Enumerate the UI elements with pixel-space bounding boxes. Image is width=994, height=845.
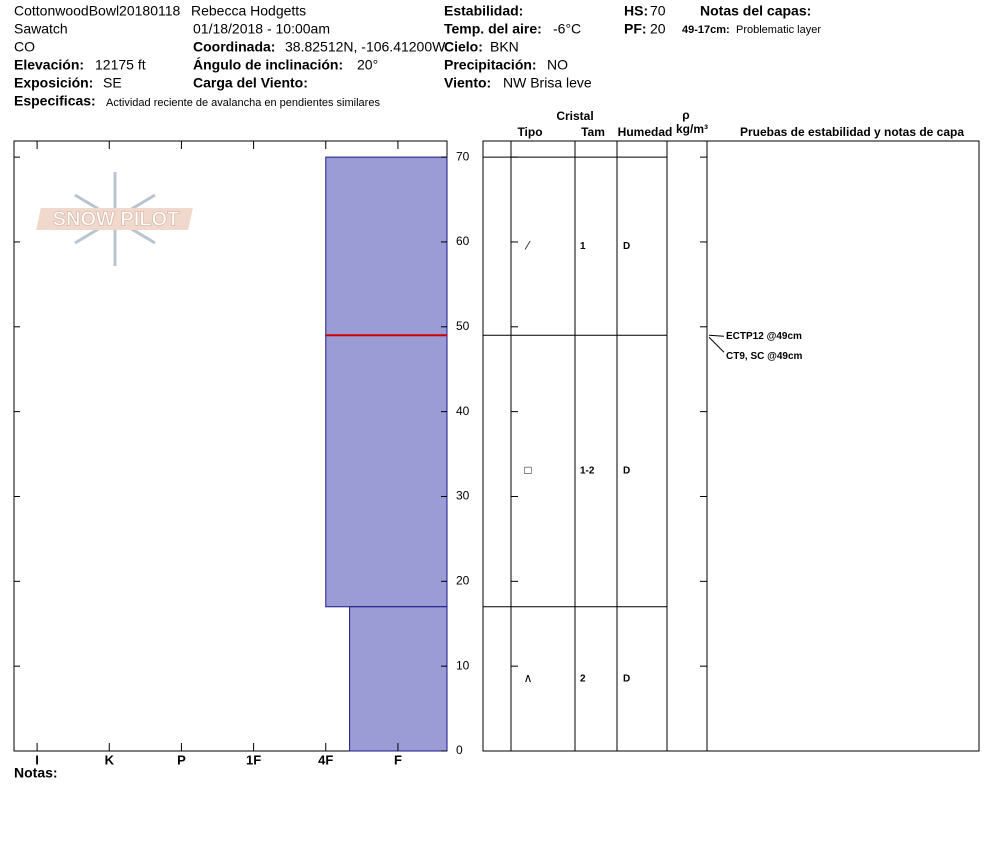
tests-header: Pruebas de estabilidad y notas de capa [740, 125, 964, 139]
layer-note: Problematic layer [736, 24, 821, 36]
y-tick-label: 10 [456, 658, 470, 672]
hs-label: HS: [624, 3, 648, 19]
size-header: Tam [581, 125, 605, 139]
test-arrow [708, 336, 725, 353]
moisture: D [623, 466, 630, 477]
x-tick-label: 1F [246, 752, 261, 767]
x-tick-label: I [35, 752, 39, 767]
wind-load-label: Carga del Viento: [193, 75, 308, 91]
pf-label: PF: [624, 21, 647, 37]
sky: BKN [490, 39, 519, 55]
range: Sawatch [14, 21, 68, 37]
x-tick-label: F [394, 752, 402, 767]
wind: NW Brisa leve [503, 75, 592, 91]
elev: 12175 ft [95, 57, 146, 73]
grain-size: 1-2 [580, 466, 595, 477]
aspect: SE [103, 75, 122, 91]
type-header: Tipo [517, 125, 542, 139]
y-tick-label: 40 [456, 404, 470, 418]
slope: 20° [357, 57, 378, 73]
y-tick-label: 30 [456, 489, 470, 503]
hardness-bar [325, 156, 448, 336]
y-tick-label: 50 [456, 319, 470, 333]
layer-table-frame [482, 140, 980, 752]
layer-note-range: 49-17cm: [682, 24, 730, 36]
x-tick-label: K [105, 752, 115, 767]
y-tick-label: 20 [456, 573, 470, 587]
grain-size: 1 [580, 241, 586, 252]
test-arrow [708, 334, 725, 337]
observer: Rebecca Hodgetts [191, 3, 306, 19]
y-tick-label: 70 [456, 149, 470, 163]
coord-label: Coordinada: [193, 39, 275, 55]
notes-label: Notas del capas: [700, 3, 811, 19]
site: CottonwoodBowl20180118 [14, 3, 181, 19]
grain-type: ⁄ [524, 238, 531, 252]
precip-label: Precipitación: [444, 57, 537, 73]
elev-label: Elevación: [14, 57, 84, 73]
moisture: D [623, 674, 630, 685]
density-unit: kg/m³ [676, 122, 708, 136]
coord: 38.82512N, -106.41200W [285, 39, 446, 55]
density-header: ρ [682, 108, 689, 122]
header: CottonwoodBowl20180118 Rebecca Hodgetts … [14, 3, 821, 109]
notes-label: Notas: [14, 765, 58, 781]
grain-size: 2 [580, 674, 586, 685]
air-temp-label: Temp. del aire: [444, 21, 542, 37]
test-label: ECTP12 @49cm [726, 331, 802, 342]
logo: SNOW PILOT [36, 172, 193, 266]
air-temp: -6°C [553, 21, 581, 37]
sky-label: Cielo: [444, 39, 483, 55]
specifics: Actividad reciente de avalancha en pendi… [106, 97, 380, 109]
grain-type: □ [524, 463, 531, 477]
slope-label: Ángulo de inclinación: [193, 57, 343, 73]
x-tick-label: P [177, 752, 186, 767]
y-tick-label: 60 [456, 234, 470, 248]
hardness-bar [325, 334, 448, 608]
hs: 70 [650, 3, 666, 19]
y-tick-label: 0 [456, 743, 463, 757]
aspect-label: Exposición: [14, 75, 93, 91]
stability-label: Estabilidad: [444, 3, 523, 19]
state: CO [14, 39, 35, 55]
x-tick-label: 4F [318, 752, 333, 767]
crystal-header: Cristal [556, 109, 593, 123]
test-label: CT9, SC @49cm [726, 351, 803, 362]
precip: NO [547, 57, 568, 73]
pf: 20 [650, 21, 666, 37]
moisture: D [623, 241, 630, 252]
logo-text: SNOW PILOT [53, 208, 180, 230]
hardness-bar [349, 606, 448, 752]
date: 01/18/2018 - 10:00am [193, 21, 330, 37]
grain-type: ∧ [524, 671, 533, 685]
table-columns [510, 141, 708, 751]
specifics-label: Especificas: [14, 93, 96, 109]
wind-label: Viento: [444, 75, 491, 91]
moisture-header: Humedad [618, 125, 673, 139]
